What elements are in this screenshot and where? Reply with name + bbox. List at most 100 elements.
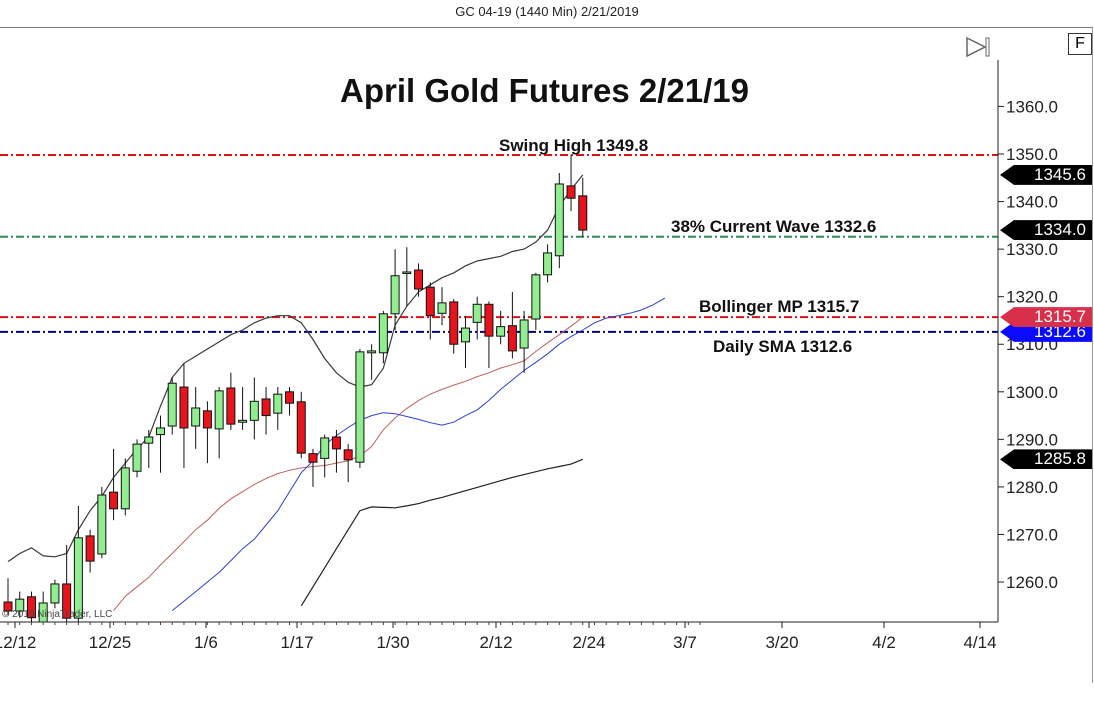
candle-body xyxy=(62,583,72,619)
candle xyxy=(378,310,388,364)
y-tick-label: 1280.0 xyxy=(1006,478,1058,497)
candle-body xyxy=(378,313,388,354)
candle xyxy=(355,348,365,468)
y-tick-label: 1300.0 xyxy=(1006,383,1058,402)
y-tick-label: 1320.0 xyxy=(1006,288,1058,307)
price-tag: 1285.8 xyxy=(1000,449,1092,470)
candle-body xyxy=(214,390,224,430)
candle xyxy=(273,387,283,430)
candle-body xyxy=(472,303,482,323)
level-label-38-wave: 38% Current Wave 1332.6 xyxy=(671,217,877,236)
candle-body xyxy=(132,443,142,472)
x-tick-label: 4/14 xyxy=(963,633,996,652)
candle-body xyxy=(531,274,541,320)
price-tag: 1345.6 xyxy=(1000,164,1092,185)
candle-body xyxy=(343,449,353,461)
candle-body xyxy=(519,319,529,349)
candle-body xyxy=(578,195,588,231)
candle xyxy=(3,578,13,616)
y-tick-label: 1290.0 xyxy=(1006,430,1058,449)
x-tick-label: 12/25 xyxy=(89,633,132,652)
candle-body xyxy=(120,467,130,510)
candle-body xyxy=(179,386,189,429)
candle-body xyxy=(38,602,48,622)
candle xyxy=(507,291,517,359)
candle xyxy=(238,387,248,430)
candle xyxy=(496,310,506,345)
candle xyxy=(343,444,353,483)
lower-bollinger-band xyxy=(300,458,584,607)
x-tick-label: 3/20 xyxy=(765,633,798,652)
candle-body xyxy=(425,286,435,317)
candle-body xyxy=(437,302,447,314)
chart-frame xyxy=(0,27,1093,683)
candle xyxy=(285,387,295,416)
candle xyxy=(167,377,177,435)
price-tag: 1315.7 xyxy=(1000,307,1092,328)
x-tick-label: 1/30 xyxy=(376,633,409,652)
x-tick-label: 2/24 xyxy=(572,633,605,652)
candle xyxy=(308,448,318,487)
candle-body xyxy=(367,350,377,354)
candle-body xyxy=(226,387,236,425)
x-tick-label: 1/17 xyxy=(280,633,313,652)
candle-body xyxy=(85,535,95,562)
candle-body xyxy=(97,494,107,555)
candle-body xyxy=(308,453,318,463)
candle xyxy=(179,363,189,468)
candle-body xyxy=(460,327,470,343)
y-tick-label: 1360.0 xyxy=(1006,97,1058,116)
f-button[interactable]: F xyxy=(1068,33,1092,55)
candle xyxy=(26,591,36,622)
candle xyxy=(144,429,154,468)
candle-body xyxy=(449,301,459,345)
candle xyxy=(320,434,330,478)
sma-line xyxy=(171,297,666,611)
y-tick-label: 1340.0 xyxy=(1006,193,1058,212)
y-tick-label: 1260.0 xyxy=(1006,573,1058,592)
candle-body xyxy=(15,598,25,612)
candle xyxy=(50,579,60,609)
candle-body xyxy=(320,437,330,459)
candle xyxy=(519,310,529,373)
candle-body xyxy=(155,427,165,436)
candle xyxy=(155,415,165,473)
candle-body xyxy=(144,436,154,444)
candle xyxy=(331,429,341,473)
candle xyxy=(97,486,107,559)
candle xyxy=(120,458,130,516)
level-label-swing-high: Swing High 1349.8 xyxy=(499,136,649,155)
candle xyxy=(472,296,482,340)
y-tick-label: 1350.0 xyxy=(1006,145,1058,164)
candle-body xyxy=(355,351,365,463)
candle-body xyxy=(261,398,271,417)
candle xyxy=(296,391,306,459)
candle xyxy=(414,263,424,297)
candle xyxy=(15,591,25,618)
x-tick-label: 12/12 xyxy=(0,633,36,652)
candle-body xyxy=(273,393,283,414)
candle xyxy=(543,244,553,283)
x-tick-label: 1/6 xyxy=(194,633,218,652)
candle-body xyxy=(507,325,517,352)
candle xyxy=(390,249,400,330)
price-tag: 1334.0 xyxy=(1000,220,1092,241)
play-triangle-icon xyxy=(966,36,987,58)
candle-body xyxy=(484,303,494,337)
candle xyxy=(62,544,72,622)
candle xyxy=(132,439,142,478)
candle xyxy=(566,154,576,212)
y-tick-label: 1270.0 xyxy=(1006,525,1058,544)
candle-body xyxy=(414,269,424,290)
chart-window-title: GC 04-19 (1440 Min) 2/21/2019 xyxy=(455,4,639,19)
candle xyxy=(261,387,271,435)
candle-body xyxy=(543,252,553,276)
candle-body xyxy=(390,275,400,315)
candle xyxy=(214,387,224,459)
scroll-to-end-icon[interactable] xyxy=(966,36,990,58)
candle-body xyxy=(238,419,248,423)
candle xyxy=(191,387,201,449)
candle-body xyxy=(566,185,576,199)
candle xyxy=(226,372,236,430)
